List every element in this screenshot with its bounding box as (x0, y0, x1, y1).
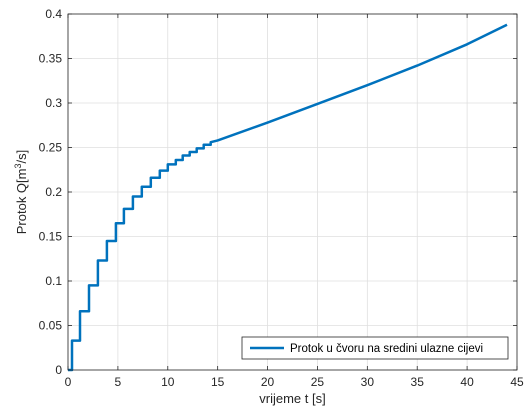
series-line (68, 23, 508, 372)
x-tick-label: 30 (361, 375, 375, 389)
y-tick-label: 0.1 (45, 274, 62, 288)
y-axis-label-superscript: 3 (13, 163, 23, 168)
y-tick-label: 0.2 (45, 185, 62, 199)
x-tick-label: 20 (261, 375, 275, 389)
x-tick-label: 40 (460, 375, 474, 389)
y-axis-label-prefix: Protok Q[m (14, 169, 29, 235)
series-group (68, 23, 508, 372)
x-tick-label: 5 (115, 375, 122, 389)
y-tick-label: 0.05 (39, 319, 63, 333)
x-tick-label: 0 (65, 375, 72, 389)
legend: Protok u čvoru na sredini ulazne cijevi (241, 336, 509, 360)
y-tick-label: 0.35 (39, 52, 63, 66)
y-tick-label: 0.25 (39, 141, 63, 155)
x-tick-label: 10 (161, 375, 175, 389)
x-axis-ticks: 0 5 10 15 20 25 30 35 40 45 (65, 14, 524, 389)
y-tick-label: 0.15 (39, 230, 63, 244)
y-tick-label: 0 (55, 363, 62, 377)
plot-frame (67, 13, 518, 371)
legend-box (241, 336, 509, 360)
x-tick-label: 35 (411, 375, 425, 389)
y-axis-label-suffix: /s] (14, 150, 29, 164)
y-axis-label: Protok Q[m3/s] (13, 150, 29, 235)
x-tick-label: 45 (510, 375, 524, 389)
legend-label: Protok u čvoru na sredini ulazne cijevi (290, 343, 483, 355)
y-tick-label: 0.3 (45, 96, 62, 110)
x-tick-label: 25 (311, 375, 325, 389)
x-axis-label: vrijeme t [s] (259, 391, 325, 406)
y-tick-label: 0.4 (45, 7, 62, 21)
x-tick-label: 15 (211, 375, 225, 389)
